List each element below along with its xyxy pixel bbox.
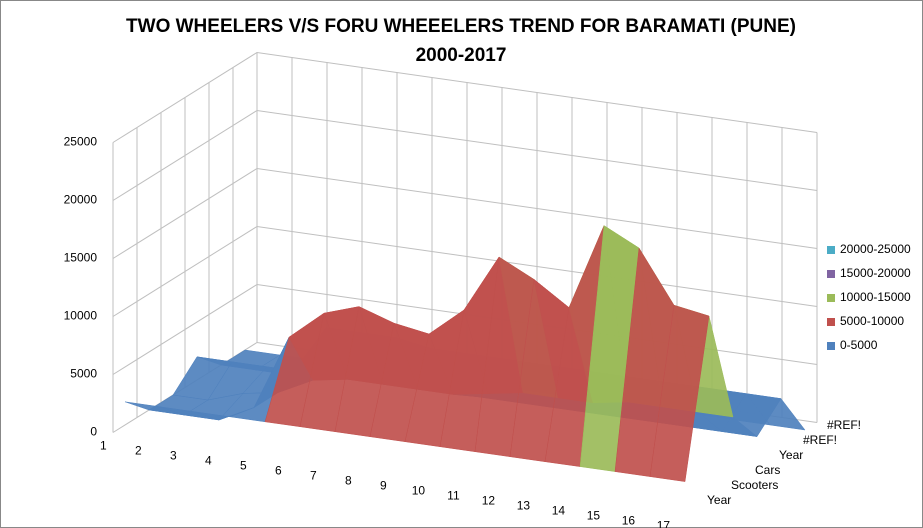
chart-title: TWO WHEELERS V/S FORU WHEEELERS TREND FO…: [126, 16, 796, 37]
depth-tick-label: Year: [779, 448, 803, 462]
x-tick-label: 14: [552, 504, 566, 518]
z-tick-label: 25000: [64, 135, 98, 149]
legend-swatch: [827, 270, 835, 278]
x-tick-label: 4: [205, 454, 212, 468]
x-tick-label: 5: [240, 459, 247, 473]
x-tick-label: 1: [100, 439, 107, 453]
legend-swatch: [827, 294, 835, 302]
z-tick-label: 10000: [64, 309, 98, 323]
legend-swatch: [827, 246, 835, 254]
depth-tick-label: Cars: [755, 463, 780, 477]
x-tick-label: 9: [380, 479, 387, 493]
depth-tick-label: #REF!: [803, 433, 837, 447]
x-tick-label: 8: [345, 474, 352, 488]
depth-tick-label: Scooters: [731, 478, 778, 492]
x-tick-label: 11: [447, 489, 460, 503]
legend-label: 10000-15000: [840, 290, 911, 304]
legend-label: 20000-25000: [840, 242, 911, 256]
chart-subtitle: 2000-2017: [416, 45, 507, 66]
x-tick-label: 15: [587, 509, 601, 523]
legend-label: 5000-10000: [840, 314, 904, 328]
x-tick-label: 16: [622, 514, 636, 528]
legend-label: 0-5000: [840, 338, 878, 352]
z-tick-label: 15000: [64, 251, 98, 265]
z-tick-label: 5000: [70, 367, 97, 381]
legend-label: 15000-20000: [840, 266, 911, 280]
z-tick-label: 20000: [64, 193, 98, 207]
x-tick-label: 3: [170, 449, 177, 463]
x-tick-label: 17: [657, 519, 671, 528]
x-tick-label: 13: [517, 499, 531, 513]
x-tick-label: 6: [275, 464, 282, 478]
depth-tick-label: Year: [707, 493, 731, 507]
surface-cell: [649, 304, 710, 482]
x-tick-label: 10: [412, 484, 426, 498]
x-tick-label: 2: [135, 444, 142, 458]
legend-swatch: [827, 342, 835, 350]
depth-tick-label: #REF!: [827, 418, 861, 432]
x-tick-label: 7: [310, 469, 317, 483]
z-tick-label: 0: [90, 425, 97, 439]
x-tick-label: 12: [482, 494, 496, 508]
legend-swatch: [827, 318, 835, 326]
